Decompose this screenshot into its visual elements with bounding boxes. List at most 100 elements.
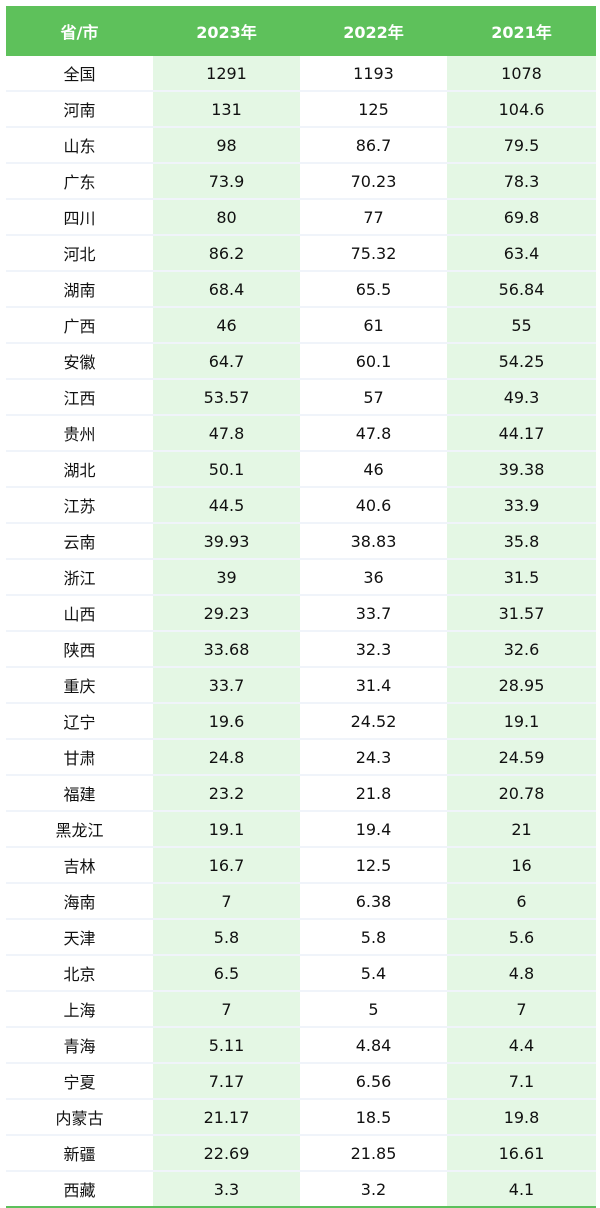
- cell-2022: 46: [300, 450, 447, 487]
- cell-2023: 22.69: [153, 1134, 300, 1171]
- table-row: 甘肃 24.8 24.3 24.59: [6, 738, 596, 775]
- cell-2023: 7.17: [153, 1062, 300, 1099]
- cell-2022: 6.38: [300, 882, 447, 919]
- cell-2021: 35.8: [447, 522, 596, 559]
- cell-2023: 7: [153, 990, 300, 1027]
- cell-2021: 24.59: [447, 738, 596, 775]
- cell-province: 甘肃: [6, 738, 153, 775]
- cell-2023: 131: [153, 90, 300, 127]
- table-row: 湖北 50.1 46 39.38: [6, 450, 596, 487]
- table-row: 云南 39.93 38.83 35.8: [6, 522, 596, 559]
- cell-2023: 44.5: [153, 486, 300, 523]
- cell-2021: 31.57: [447, 594, 596, 631]
- cell-2022: 12.5: [300, 846, 447, 883]
- data-table: 省/市 2023年 2022年 2021年 全国 1291 1193 1078 河南 13…: [6, 6, 596, 1208]
- cell-2021: 7.1: [447, 1062, 596, 1099]
- cell-province: 重庆: [6, 666, 153, 703]
- header-2021: 2021年: [447, 6, 596, 56]
- cell-2021: 5.6: [447, 918, 596, 955]
- cell-2022: 86.7: [300, 126, 447, 163]
- cell-province: 陕西: [6, 630, 153, 667]
- header-row: 省/市 2023年 2022年 2021年: [6, 6, 596, 56]
- cell-2021: 54.25: [447, 342, 596, 379]
- cell-2022: 47.8: [300, 414, 447, 451]
- cell-2023: 1291: [153, 56, 300, 91]
- cell-2021: 19.8: [447, 1098, 596, 1135]
- cell-province: 辽宁: [6, 702, 153, 739]
- header-province: 省/市: [6, 6, 153, 56]
- table-row: 浙江 39 36 31.5: [6, 558, 596, 595]
- table-row: 江西 53.57 57 49.3: [6, 378, 596, 415]
- cell-2021: 4.1: [447, 1170, 596, 1207]
- table-row: 海南 7 6.38 6: [6, 882, 596, 919]
- cell-2022: 31.4: [300, 666, 447, 703]
- cell-2022: 75.32: [300, 234, 447, 271]
- cell-2023: 19.6: [153, 702, 300, 739]
- cell-province: 贵州: [6, 414, 153, 451]
- cell-2021: 32.6: [447, 630, 596, 667]
- cell-2023: 33.68: [153, 630, 300, 667]
- cell-2023: 24.8: [153, 738, 300, 775]
- cell-2021: 21: [447, 810, 596, 847]
- cell-province: 云南: [6, 522, 153, 559]
- cell-2023: 23.2: [153, 774, 300, 811]
- table-row: 天津 5.8 5.8 5.6: [6, 918, 596, 955]
- table-row: 河北 86.2 75.32 63.4: [6, 234, 596, 271]
- table-row: 四川 80 77 69.8: [6, 198, 596, 235]
- cell-province: 福建: [6, 774, 153, 811]
- cell-2021: 55: [447, 306, 596, 343]
- cell-province: 江苏: [6, 486, 153, 523]
- header-2023: 2023年: [153, 6, 300, 56]
- table-row: 江苏 44.5 40.6 33.9: [6, 486, 596, 523]
- table-row: 上海 7 5 7: [6, 990, 596, 1027]
- cell-2023: 19.1: [153, 810, 300, 847]
- cell-province: 吉林: [6, 846, 153, 883]
- cell-province: 宁夏: [6, 1062, 153, 1099]
- cell-province: 湖南: [6, 270, 153, 307]
- cell-2023: 50.1: [153, 450, 300, 487]
- cell-2023: 5.11: [153, 1026, 300, 1063]
- cell-2023: 46: [153, 306, 300, 343]
- cell-2022: 70.23: [300, 162, 447, 199]
- cell-2021: 78.3: [447, 162, 596, 199]
- cell-2021: 4.8: [447, 954, 596, 991]
- cell-2022: 40.6: [300, 486, 447, 523]
- cell-province: 山西: [6, 594, 153, 631]
- cell-2023: 47.8: [153, 414, 300, 451]
- cell-2023: 29.23: [153, 594, 300, 631]
- cell-province: 河北: [6, 234, 153, 271]
- table-row: 山东 98 86.7 79.5: [6, 126, 596, 163]
- table-row: 湖南 68.4 65.5 56.84: [6, 270, 596, 307]
- table-row: 安徽 64.7 60.1 54.25: [6, 342, 596, 379]
- table-row: 广西 46 61 55: [6, 306, 596, 343]
- cell-2023: 64.7: [153, 342, 300, 379]
- cell-2021: 31.5: [447, 558, 596, 595]
- cell-2021: 69.8: [447, 198, 596, 235]
- cell-2023: 7: [153, 882, 300, 919]
- cell-2023: 39: [153, 558, 300, 595]
- table-row: 陕西 33.68 32.3 32.6: [6, 630, 596, 667]
- table-row: 重庆 33.7 31.4 28.95: [6, 666, 596, 703]
- cell-2023: 73.9: [153, 162, 300, 199]
- table-body: 全国 1291 1193 1078 河南 131 125 104.6 山东 98 86.7 79.5 广…: [6, 56, 596, 1207]
- cell-province: 广东: [6, 162, 153, 199]
- cell-2021: 4.4: [447, 1026, 596, 1063]
- cell-2021: 56.84: [447, 270, 596, 307]
- cell-2021: 1078: [447, 56, 596, 91]
- cell-2021: 28.95: [447, 666, 596, 703]
- cell-province: 四川: [6, 198, 153, 235]
- cell-2023: 98: [153, 126, 300, 163]
- cell-2023: 16.7: [153, 846, 300, 883]
- table-row: 山西 29.23 33.7 31.57: [6, 594, 596, 631]
- cell-province: 上海: [6, 990, 153, 1027]
- cell-2021: 79.5: [447, 126, 596, 163]
- cell-province: 全国: [63, 65, 96, 84]
- table-row: 吉林 16.7 12.5 16: [6, 846, 596, 883]
- table-row: 黑龙江 19.1 19.4 21: [6, 810, 596, 847]
- cell-2021: 39.38: [447, 450, 596, 487]
- cell-2022: 24.3: [300, 738, 447, 775]
- cell-province: 江西: [6, 378, 153, 415]
- cell-province: 新疆: [6, 1134, 153, 1171]
- cell-province: 北京: [6, 954, 153, 991]
- cell-province: 广西: [6, 306, 153, 343]
